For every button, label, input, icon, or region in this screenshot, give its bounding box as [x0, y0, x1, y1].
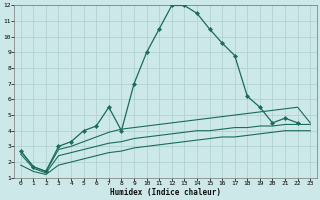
X-axis label: Humidex (Indice chaleur): Humidex (Indice chaleur) [110, 188, 221, 197]
